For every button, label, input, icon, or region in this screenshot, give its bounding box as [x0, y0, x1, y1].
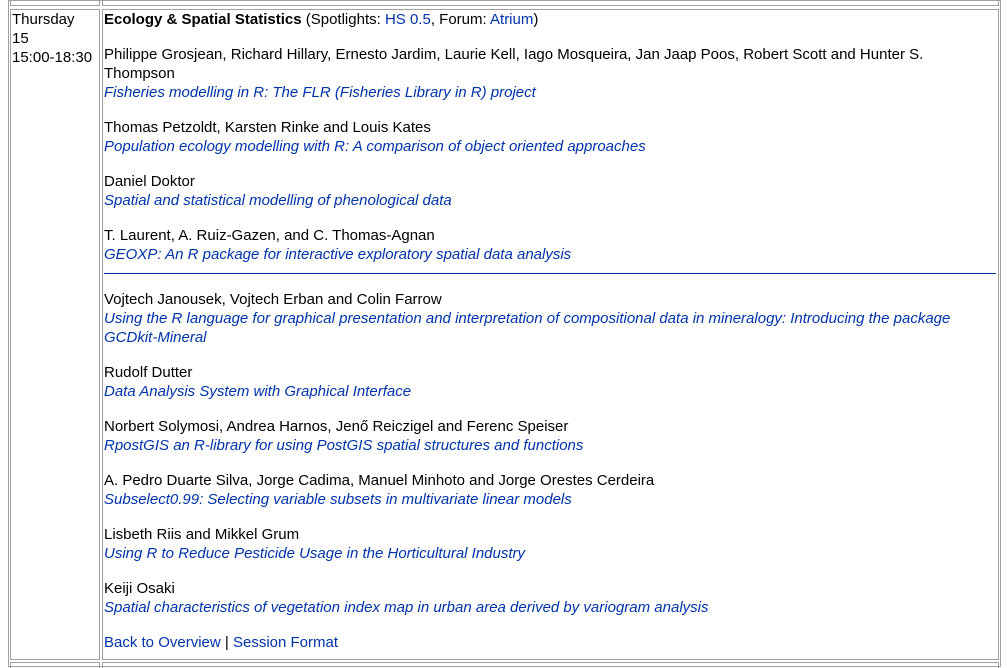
previous-row-edge-left	[10, 0, 100, 6]
talk-item: Norbert Solymosi, Andrea Harnos, Jenő Re…	[104, 417, 996, 455]
talk-authors: Lisbeth Riis and Mikkel Grum	[104, 526, 300, 543]
talk-title-link[interactable]: Population ecology modelling with R: A c…	[104, 138, 646, 155]
talk-title-link[interactable]: Fisheries modelling in R: The FLR (Fishe…	[104, 84, 536, 101]
session-close-paren: )	[533, 11, 539, 28]
back-to-overview-link[interactable]: Back to Overview	[104, 634, 221, 651]
talk-item: Rudolf Dutter Data Analysis System with …	[104, 363, 996, 401]
talk-item: Lisbeth Riis and Mikkel Grum Using R to …	[104, 525, 996, 563]
session-open-paren: (	[301, 11, 311, 28]
talk-item: T. Laurent, A. Ruiz-Gazen, and C. Thomas…	[104, 226, 996, 264]
talk-title-link[interactable]: GEOXP: An R package for interactive expl…	[104, 246, 572, 263]
schedule-day-cell: Thursday 15 15:00-18:30	[10, 9, 100, 660]
previous-row-edge-right	[102, 0, 999, 6]
talk-title-link[interactable]: Spatial and statistical modelling of phe…	[104, 192, 452, 209]
talk-authors: Philippe Grosjean, Richard Hillary, Erne…	[104, 46, 924, 82]
forum-room-link[interactable]: Atrium	[490, 11, 534, 28]
talk-title-link[interactable]: Data Analysis System with Graphical Inte…	[104, 383, 412, 400]
talk-list-group-1: Philippe Grosjean, Richard Hillary, Erne…	[104, 45, 996, 264]
talk-title-link[interactable]: Subselect0.99: Selecting variable subset…	[104, 491, 572, 508]
next-row-edge-left	[10, 662, 100, 668]
schedule-date: 15	[12, 30, 29, 47]
talk-title-link[interactable]: Using the R language for graphical prese…	[104, 310, 951, 346]
talk-authors: T. Laurent, A. Ruiz-Gazen, and C. Thomas…	[104, 227, 435, 244]
talk-authors: Vojtech Janousek, Vojtech Erban and Coli…	[104, 291, 442, 308]
session-header: Ecology & Spatial Statistics (Spotlights…	[104, 10, 996, 29]
next-row-edge-right	[102, 662, 999, 668]
talk-authors: Daniel Doktor	[104, 173, 195, 190]
schedule-time: 15:00-18:30	[12, 49, 93, 66]
session-comma: ,	[430, 11, 440, 28]
talk-list-group-2: Vojtech Janousek, Vojtech Erban and Coli…	[104, 290, 996, 617]
talk-authors: Norbert Solymosi, Andrea Harnos, Jenő Re…	[104, 418, 569, 435]
session-cell: Ecology & Spatial Statistics (Spotlights…	[102, 9, 999, 660]
spotlights-label: Spotlights:	[310, 11, 381, 28]
forum-label: Forum:	[439, 11, 487, 28]
talk-item: Thomas Petzoldt, Karsten Rinke and Louis…	[104, 118, 996, 156]
talk-item: Keiji Osaki Spatial characteristics of v…	[104, 579, 996, 617]
talk-title-link[interactable]: Spatial characteristics of vegetation in…	[104, 599, 709, 616]
talk-item: Daniel Doktor Spatial and statistical mo…	[104, 172, 996, 210]
talk-authors: Rudolf Dutter	[104, 364, 193, 381]
talk-title-link[interactable]: RpostGIS an R-library for using PostGIS …	[104, 437, 584, 454]
session-footer: Back to Overview | Session Format	[104, 633, 996, 652]
talk-item: A. Pedro Duarte Silva, Jorge Cadima, Man…	[104, 471, 996, 509]
talk-title-link[interactable]: Using R to Reduce Pesticide Usage in the…	[104, 545, 526, 562]
spotlights-room-link[interactable]: HS 0.5	[384, 11, 431, 28]
schedule-day: Thursday	[12, 11, 75, 28]
talk-authors: Thomas Petzoldt, Karsten Rinke and Louis…	[104, 119, 431, 136]
talk-item: Philippe Grosjean, Richard Hillary, Erne…	[104, 45, 996, 102]
session-format-link[interactable]: Session Format	[232, 634, 339, 651]
talk-authors: A. Pedro Duarte Silva, Jorge Cadima, Man…	[104, 472, 655, 489]
footer-separator: |	[224, 634, 229, 651]
session-divider	[104, 273, 996, 274]
session-title: Ecology & Spatial Statistics	[104, 11, 302, 28]
session-content: Ecology & Spatial Statistics (Spotlights…	[104, 10, 996, 652]
talk-item: Vojtech Janousek, Vojtech Erban and Coli…	[104, 290, 996, 347]
talk-authors: Keiji Osaki	[104, 580, 175, 597]
